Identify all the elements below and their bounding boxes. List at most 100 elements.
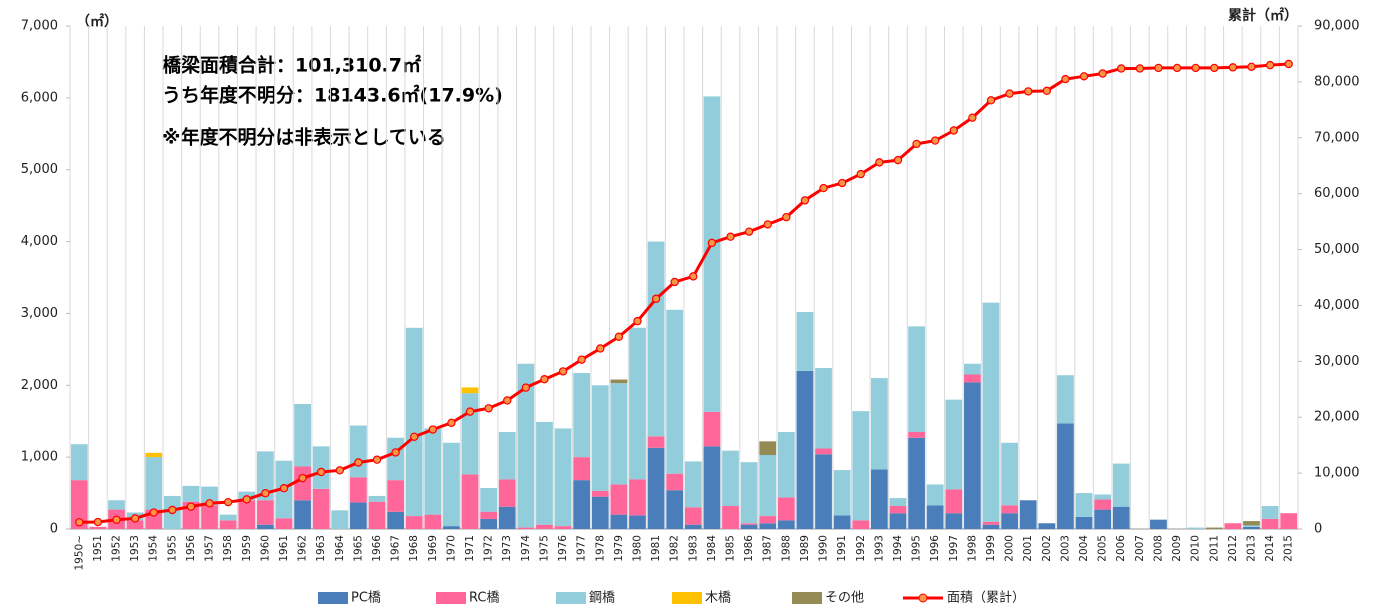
x-tick-label: 1965 (352, 535, 364, 562)
x-tick-label: 1996 (929, 535, 941, 562)
x-tick-label: 2013 (1245, 535, 1257, 562)
legend-swatch (436, 592, 466, 604)
bar-segment (1112, 506, 1130, 529)
legend-swatch (318, 592, 348, 604)
legend-swatch (792, 592, 822, 604)
line-marker (596, 344, 605, 353)
x-tick-label: 1998 (966, 535, 978, 562)
bar-segment (1280, 513, 1298, 529)
line-marker (651, 294, 661, 303)
x-tick-label: 1976 (557, 535, 569, 562)
bar-segment (498, 479, 516, 507)
bar-segment (126, 520, 144, 529)
bar-segment (1001, 442, 1018, 506)
x-tick-label: 1964 (334, 535, 346, 562)
y2-tick-label: 10,000 (1314, 466, 1360, 481)
x-tick-label: 1980 (631, 535, 643, 562)
bar-segment (89, 526, 107, 529)
line-marker (112, 515, 121, 524)
x-tick-label: 2000 (1004, 535, 1016, 562)
x-tick-label: 1982 (669, 535, 681, 562)
bar-segment (703, 446, 721, 529)
line-marker (93, 517, 103, 527)
x-tick-label: 1991 (836, 535, 848, 562)
line-marker (782, 212, 791, 222)
bar-segment (722, 450, 739, 507)
line-marker (484, 404, 493, 413)
x-tick-label: 1981 (650, 535, 662, 562)
bar-segment (1075, 516, 1093, 529)
line-marker (800, 196, 810, 205)
bar-segment (443, 442, 460, 527)
bar-segment (610, 484, 628, 515)
line-marker (893, 155, 903, 165)
x-tick-label: 1990 (818, 535, 830, 562)
bar-segment (703, 96, 721, 412)
x-tick-label: 1953 (129, 535, 141, 562)
x-tick-label: 2014 (1264, 535, 1276, 562)
line-marker (1079, 72, 1089, 81)
bar-segment (461, 474, 479, 529)
bar-segment (815, 448, 832, 455)
x-tick-label: 2010 (1190, 535, 1202, 562)
bar-segment (833, 470, 851, 516)
bar-segment (740, 462, 758, 524)
bar-segment (536, 421, 553, 525)
line-marker (1247, 62, 1256, 71)
bar-segment (294, 500, 311, 529)
bar-segment (1261, 518, 1279, 529)
x-tick-label: 1994 (892, 535, 904, 562)
y-tick-label: 3,000 (21, 306, 58, 321)
line-marker (856, 169, 865, 179)
line-marker (1210, 63, 1219, 73)
bar-segment (182, 485, 200, 502)
bar-segment (629, 479, 646, 516)
bar-segment (294, 466, 311, 501)
x-tick-label: 2015 (1283, 535, 1295, 562)
bar-segment (759, 516, 777, 524)
y-axis-label: （㎡） (76, 13, 118, 30)
line-marker (75, 518, 84, 527)
bar-segment (201, 505, 218, 529)
line-marker (1042, 86, 1052, 96)
bar-segment (852, 411, 870, 521)
line-marker (279, 484, 289, 493)
bar-segment (666, 473, 684, 491)
line-marker (1265, 60, 1275, 70)
annotation: 橋梁面積合計：101,310.7㎡ (162, 54, 421, 77)
bar-segment (908, 431, 925, 438)
bar-segment (815, 454, 832, 529)
y2-tick-label: 40,000 (1314, 298, 1360, 313)
bar-segment (666, 309, 684, 474)
line-marker (726, 232, 735, 241)
bar-segment (256, 451, 274, 501)
line-marker (763, 220, 772, 229)
bar-segment (1038, 523, 1056, 529)
bar-segment (350, 502, 367, 529)
legend-swatch (672, 592, 702, 604)
bar-segment (889, 506, 907, 514)
bar-segment (517, 363, 535, 528)
bar-segment (591, 385, 609, 491)
bar-segment (759, 454, 777, 517)
line-marker (1284, 59, 1293, 69)
bar-segment (889, 498, 907, 507)
x-tick-label: 1952 (111, 535, 123, 562)
x-tick-label: 1973 (501, 535, 513, 562)
bar-segment (331, 510, 349, 529)
bar-segment (498, 506, 516, 529)
bar-segment (926, 484, 944, 506)
bar-segment (1001, 513, 1018, 529)
legend-label: 木橋 (705, 591, 731, 606)
x-tick-label: 1999 (985, 535, 997, 562)
bar-segment (443, 526, 460, 529)
legend-label: 鋼橋 (589, 591, 615, 606)
legend-label: RC橋 (469, 591, 499, 606)
bar-segment (573, 480, 591, 529)
bar-segment (275, 518, 293, 529)
bar-segment (777, 431, 795, 498)
line-marker (1228, 63, 1238, 72)
bar-segment (145, 457, 163, 510)
y2-tick-label: 90,000 (1314, 19, 1360, 34)
line-marker (744, 227, 754, 236)
